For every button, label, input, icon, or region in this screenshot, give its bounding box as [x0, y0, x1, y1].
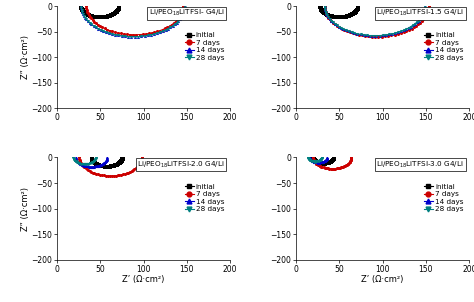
Y-axis label: Z” (Ω·cm²): Z” (Ω·cm²): [21, 35, 30, 79]
Text: Li/PEO$_{18}$LiTFSI- G4/Li: Li/PEO$_{18}$LiTFSI- G4/Li: [149, 8, 225, 18]
Legend: initial, 7 days, 14 days, 28 days: initial, 7 days, 14 days, 28 days: [422, 30, 465, 63]
Legend: initial, 7 days, 14 days, 28 days: initial, 7 days, 14 days, 28 days: [183, 182, 227, 214]
Y-axis label: Z” (Ω·cm²): Z” (Ω·cm²): [21, 187, 30, 230]
Text: Li/PEO$_{18}$LiTFSI-2.0 G4/Li: Li/PEO$_{18}$LiTFSI-2.0 G4/Li: [137, 159, 225, 170]
Text: Li/PEO$_{18}$LiTFSI-1.5 G4/Li: Li/PEO$_{18}$LiTFSI-1.5 G4/Li: [376, 8, 464, 18]
X-axis label: Z’ (Ω·cm²): Z’ (Ω·cm²): [362, 275, 404, 284]
Legend: initial, 7 days, 14 days, 28 days: initial, 7 days, 14 days, 28 days: [422, 182, 465, 214]
Legend: initial, 7 days, 14 days, 28 days: initial, 7 days, 14 days, 28 days: [183, 30, 227, 63]
X-axis label: Z’ (Ω·cm²): Z’ (Ω·cm²): [122, 275, 164, 284]
Text: Li/PEO$_{18}$LiTFSI-3.0 G4/Li: Li/PEO$_{18}$LiTFSI-3.0 G4/Li: [376, 159, 464, 170]
